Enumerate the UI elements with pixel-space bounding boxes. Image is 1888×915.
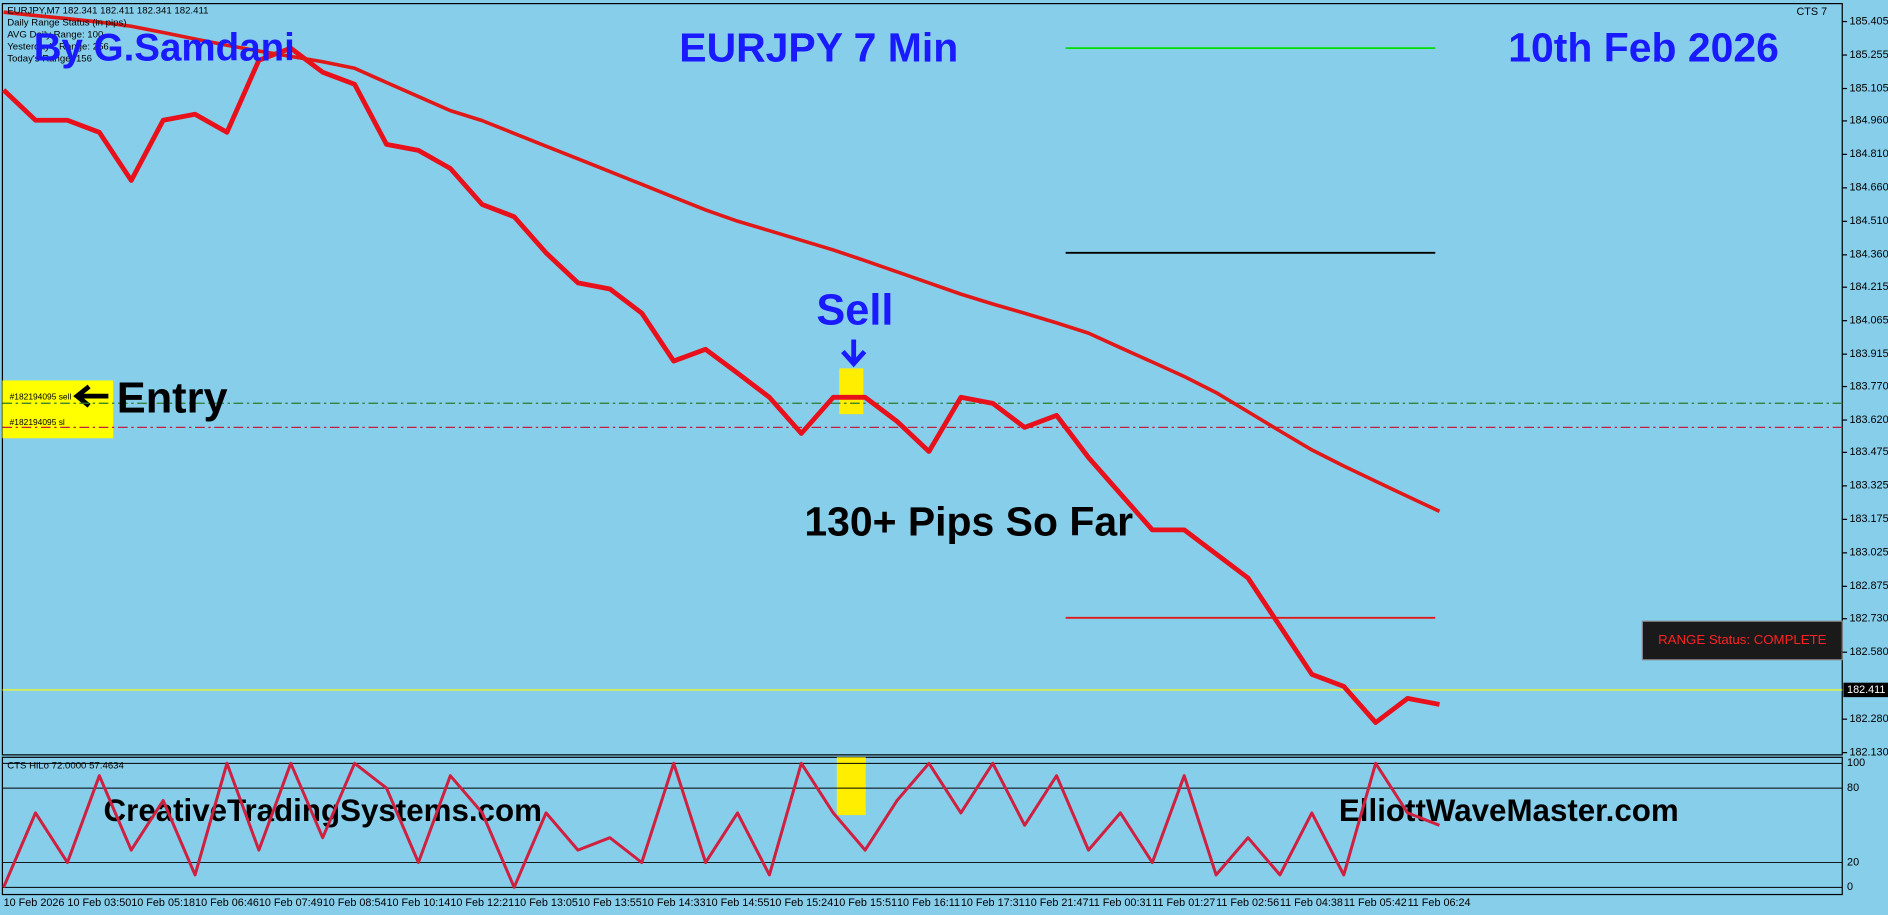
x-tick-label: 10 Feb 14:33 xyxy=(642,897,706,909)
x-tick-label: 10 Feb 10:14 xyxy=(387,897,451,909)
plot-layer: 185.405 185.255 185.105 184.960 184.810 184.6… xyxy=(1,5,1888,909)
series-line xyxy=(2,761,1441,889)
y-tick-label: 183.770 xyxy=(1849,380,1888,392)
annotation: By G.Samdani xyxy=(34,27,295,70)
y-tick-label: 185.255 xyxy=(1849,49,1888,61)
annotation: RANGE Status: COMPLETE xyxy=(1658,632,1827,647)
y-tick-label: 182.580 xyxy=(1849,646,1888,658)
main-panel xyxy=(1,3,1843,756)
order-label: #182194095 sell xyxy=(10,392,72,402)
header-line: EURJPY,M7 182.341 182.411 182.341 182.41… xyxy=(7,5,208,16)
annotation: Sell xyxy=(816,286,893,334)
entry-arrow xyxy=(73,384,109,408)
x-tick-label: 10 Feb 16:11 xyxy=(897,897,960,909)
x-tick-label: 10 Feb 17:31 xyxy=(961,897,1025,909)
annotation: 10th Feb 2026 xyxy=(1508,24,1779,70)
x-tick-label: 10 Feb 08:54 xyxy=(323,897,387,909)
y-tick-label: 184.360 xyxy=(1849,249,1888,261)
annotation: 130+ Pips So Far xyxy=(804,499,1133,545)
osc-y-tick-label: 20 xyxy=(1847,856,1859,868)
corner-label: CTS 7 xyxy=(1796,6,1827,18)
y-tick-label: 184.810 xyxy=(1849,148,1888,160)
order-label: #182194095 sl xyxy=(10,417,65,427)
header-line: Today's Range: 156 xyxy=(7,54,92,65)
y-tick-label: 184.960 xyxy=(1849,115,1888,127)
x-tick-label: 10 Feb 21:47 xyxy=(1025,897,1089,909)
x-tick-label: 10 Feb 14:55 xyxy=(706,897,770,909)
current-price-label: 182.411 xyxy=(1847,684,1885,696)
y-tick-label: 182.280 xyxy=(1849,713,1888,725)
y-tick-label: 185.405 xyxy=(1849,15,1888,27)
osc-y-tick-label: 80 xyxy=(1847,782,1859,794)
chart-title: EURJPY 7 Min xyxy=(679,24,958,70)
x-tick-label: 10 Feb 13:55 xyxy=(578,897,642,909)
annotation: Entry xyxy=(117,374,228,422)
x-tick-label: 11 Feb 01:27 xyxy=(1152,897,1215,909)
x-tick-label: 10 Feb 03:50 xyxy=(67,897,131,909)
x-tick-label: 11 Feb 05:42 xyxy=(1344,897,1407,909)
oscillator-highlight xyxy=(836,757,866,816)
signal-highlight xyxy=(839,368,864,415)
range-status-box xyxy=(1641,620,1843,661)
y-tick-label: 182.130 xyxy=(1849,747,1888,759)
osc-y-tick-label: 0 xyxy=(1847,881,1853,893)
osc-y-tick-label: 100 xyxy=(1847,757,1865,769)
x-tick-label: 10 Feb 15:24 xyxy=(769,897,833,909)
x-tick-label: 11 Feb 06:24 xyxy=(1408,897,1471,909)
y-tick-label: 184.510 xyxy=(1849,215,1888,227)
annotation: ElliottWaveMaster.com xyxy=(1339,793,1679,828)
order-box xyxy=(2,380,114,439)
x-tick-label: 11 Feb 04:38 xyxy=(1280,897,1343,909)
oscillator-panel xyxy=(1,756,1843,896)
x-tick-label: 10 Feb 07:49 xyxy=(259,897,323,909)
x-tick-label: 10 Feb 05:18 xyxy=(131,897,195,909)
y-tick-label: 183.025 xyxy=(1849,547,1888,559)
y-tick-label: 184.065 xyxy=(1849,315,1888,327)
x-tick-label: 10 Feb 12:21 xyxy=(450,897,514,909)
y-tick-label: 182.730 xyxy=(1849,613,1888,625)
osc-title: CTS HiLo 72.0000 57.4634 xyxy=(7,760,124,771)
x-tick-label: 11 Feb 00:31 xyxy=(1088,897,1151,909)
header-line: AVG Daily Range: 100 xyxy=(7,29,103,40)
y-tick-label: 182.875 xyxy=(1849,580,1888,592)
annotation: CreativeTradingSystems.com xyxy=(104,793,542,828)
header-line: Daily Range Status (in pips) xyxy=(7,17,126,28)
x-tick-label: 10 Feb 13:05 xyxy=(514,897,578,909)
series-line xyxy=(1,45,1440,725)
y-tick-label: 183.620 xyxy=(1849,414,1888,426)
header-line: Yesterday's Range: 256 xyxy=(7,42,109,53)
x-tick-label: 11 Feb 02:56 xyxy=(1216,897,1279,909)
x-tick-label: 10 Feb 15:51 xyxy=(833,897,897,909)
x-tick-label: 10 Feb 06:46 xyxy=(195,897,259,909)
current-price-tag xyxy=(1843,682,1888,698)
y-tick-label: 184.215 xyxy=(1849,281,1888,293)
x-tick-label: 10 Feb 2026 xyxy=(4,897,65,909)
y-tick-label: 185.105 xyxy=(1849,82,1888,94)
y-tick-label: 183.175 xyxy=(1849,513,1888,525)
y-tick-label: 183.915 xyxy=(1849,348,1888,360)
series-line xyxy=(3,10,1441,513)
y-tick-label: 183.325 xyxy=(1849,480,1888,492)
y-tick-label: 184.660 xyxy=(1849,182,1888,194)
sell-arrow xyxy=(841,339,867,368)
y-tick-label: 183.475 xyxy=(1849,446,1888,458)
